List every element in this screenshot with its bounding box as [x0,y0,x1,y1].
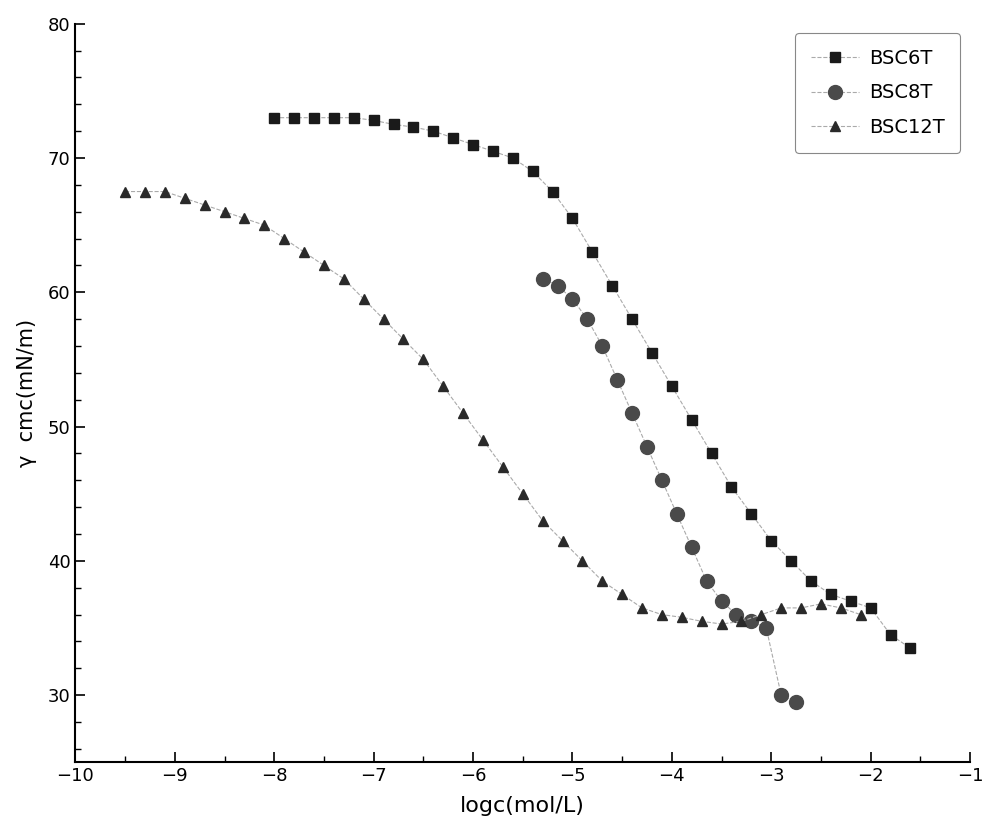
BSC6T [765,536,777,546]
BSC12T [139,187,151,197]
BSC12T [755,610,767,620]
BSC6T [626,314,638,324]
BSC12T [497,461,509,471]
BSC6T [308,112,320,122]
BSC12T [795,603,807,613]
BSC12T [537,516,549,526]
BSC12T [855,610,867,620]
BSC12T [278,233,290,243]
BSC12T [417,354,429,364]
BSC6T [805,576,817,586]
BSC6T [865,603,877,613]
BSC12T [358,294,370,304]
BSC8T [701,576,713,586]
BSC6T [348,112,360,122]
BSC6T [467,140,479,150]
BSC6T [487,147,499,157]
BSC6T [706,448,718,458]
BSC8T [775,691,787,701]
BSC6T [427,126,439,136]
BSC8T [581,314,593,324]
BSC6T [825,590,837,600]
BSC8T [730,610,742,620]
BSC12T [517,489,529,499]
BSC8T [611,375,623,385]
BSC8T [686,542,698,552]
BSC6T [447,132,459,142]
BSC8T [760,623,772,633]
BSC12T [159,187,171,197]
BSC8T [671,509,683,519]
BSC6T [606,281,618,291]
BSC6T [407,122,419,132]
BSC6T [586,247,598,257]
BSC6T [885,630,897,640]
BSC8T [537,274,549,284]
BSC6T [646,347,658,357]
BSC6T [547,187,559,197]
BSC6T [845,596,857,606]
BSC12T [735,616,747,626]
BSC12T [616,590,628,600]
Line: BSC12T: BSC12T [120,187,866,629]
BSC12T [219,207,231,217]
BSC12T [557,536,569,546]
BSC12T [318,261,330,271]
BSC12T [835,603,847,613]
BSC8T [552,281,564,291]
BSC6T [388,119,400,129]
Y-axis label: γ  cmc(mN/m): γ cmc(mN/m) [17,319,37,467]
BSC8T [566,294,578,304]
BSC8T [716,596,728,606]
BSC12T [258,220,270,230]
BSC12T [457,408,469,418]
BSC12T [378,314,390,324]
BSC12T [676,612,688,622]
BSC12T [119,187,131,197]
BSC6T [368,115,380,125]
BSC12T [775,603,787,613]
BSC12T [179,193,191,203]
BSC12T [716,619,728,629]
BSC6T [666,382,678,392]
BSC6T [745,509,757,519]
BSC12T [199,200,211,210]
BSC6T [725,482,737,492]
Legend: BSC6T, BSC8T, BSC12T: BSC6T, BSC8T, BSC12T [795,33,960,152]
BSC6T [328,112,340,122]
BSC6T [507,153,519,163]
BSC12T [576,556,588,566]
BSC12T [238,213,250,223]
BSC6T [785,556,797,566]
BSC12T [656,610,668,620]
BSC8T [641,441,653,451]
BSC6T [288,112,300,122]
BSC12T [696,616,708,626]
BSC6T [566,213,578,223]
BSC6T [268,112,280,122]
Line: BSC6T: BSC6T [269,112,915,653]
Line: BSC8T: BSC8T [536,272,803,709]
BSC12T [596,576,608,586]
BSC12T [636,603,648,613]
BSC12T [437,382,449,392]
BSC8T [790,697,802,707]
BSC6T [686,415,698,425]
BSC12T [298,247,310,257]
BSC12T [815,599,827,609]
BSC8T [596,341,608,351]
BSC6T [527,167,539,177]
BSC12T [477,435,489,445]
BSC6T [904,643,916,653]
X-axis label: logc(mol/L): logc(mol/L) [460,796,585,816]
BSC8T [745,616,757,626]
BSC8T [656,476,668,486]
BSC12T [397,334,409,344]
BSC12T [338,274,350,284]
BSC8T [626,408,638,418]
